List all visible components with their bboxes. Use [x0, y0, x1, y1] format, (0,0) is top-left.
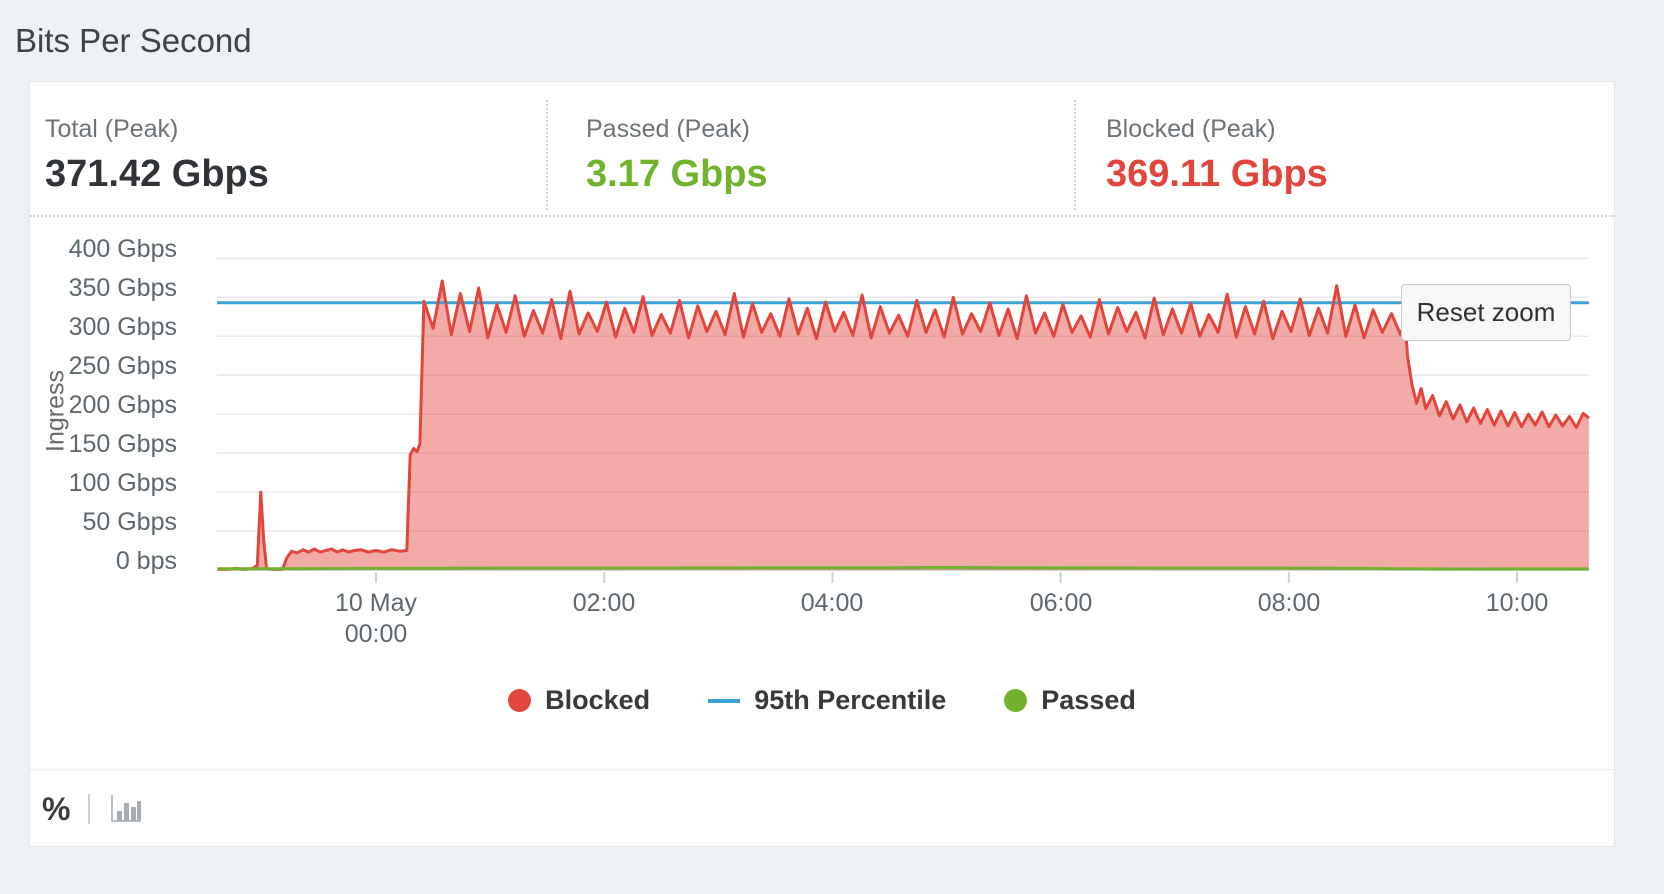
footer-divider — [88, 793, 91, 824]
blocked-area — [217, 281, 1589, 570]
legend-passed-label: Passed — [1041, 685, 1136, 715]
y-axis-title: Ingress — [41, 370, 70, 452]
stat-passed-peak: Passed (Peak) 3.17 Gbps — [546, 100, 1074, 210]
x-axis-sublabel: 00:00 — [344, 620, 408, 648]
x-axis-label: 10 May 00:00 — [335, 589, 417, 648]
stat-total-peak: Total (Peak) 371.42 Gbps — [30, 100, 546, 210]
x-axis-label: 06:00 — [1029, 589, 1093, 617]
x-axis-label: 08:00 — [1257, 589, 1321, 617]
x-axis-label: 10:00 — [1485, 589, 1549, 617]
stat-passed-value: 3.17 Gbps — [586, 153, 768, 195]
y-axis-label: 400 Gbps — [68, 235, 177, 263]
reset-zoom-button[interactable]: Reset zoom — [1401, 284, 1571, 341]
legend-item-blocked[interactable]: Blocked — [508, 685, 650, 716]
y-axis-label: 250 Gbps — [68, 352, 177, 380]
card-footer: % — [30, 769, 1614, 847]
stat-blocked-label: Blocked (Peak) — [1106, 115, 1276, 143]
x-axis-label: 02:00 — [572, 589, 636, 617]
bits-per-second-card: Total (Peak) 371.42 Gbps Passed (Peak) 3… — [29, 81, 1615, 847]
chart-legend: Blocked 95th Percentile Passed — [30, 685, 1614, 716]
y-axis-label: 100 Gbps — [68, 469, 177, 497]
legend-item-95th-percentile[interactable]: 95th Percentile — [708, 685, 946, 716]
bar-chart-toggle-button[interactable] — [108, 793, 144, 825]
stat-blocked-value: 369.11 Gbps — [1106, 153, 1328, 195]
blocked-dot-icon — [508, 689, 532, 712]
y-axis-label: 350 Gbps — [68, 274, 177, 302]
percent-toggle-button[interactable]: % — [42, 790, 71, 827]
stat-passed-label: Passed (Peak) — [586, 115, 750, 143]
y-axis-label: 300 Gbps — [68, 313, 177, 341]
peak-stats-row: Total (Peak) 371.42 Gbps Passed (Peak) 3… — [30, 82, 1614, 217]
stat-total-label: Total (Peak) — [45, 115, 179, 143]
y-axis-label: 200 Gbps — [68, 391, 177, 419]
percentile-line-icon — [708, 698, 741, 703]
y-axis-label: 50 Gbps — [82, 508, 177, 536]
traffic-chart-plot[interactable] — [30, 217, 1614, 770]
bar-chart-icon — [111, 794, 142, 822]
passed-line — [217, 565, 1589, 571]
traffic-chart: 400 Gbps 350 Gbps 300 Gbps 250 Gbps 200 Gbps… — [30, 217, 1614, 770]
stat-total-value: 371.42 Gbps — [45, 153, 269, 195]
page-title: Bits Per Second — [15, 22, 252, 59]
legend-item-passed[interactable]: Passed — [1004, 685, 1136, 716]
legend-blocked-label: Blocked — [545, 685, 651, 715]
passed-dot-icon — [1004, 689, 1028, 712]
stat-blocked-peak: Blocked (Peak) 369.11 Gbps — [1074, 100, 1614, 210]
legend-percentile-label: 95th Percentile — [754, 685, 947, 715]
x-axis-label: 04:00 — [800, 589, 864, 617]
y-axis-label: 0 bps — [115, 547, 177, 575]
y-axis-label: 150 Gbps — [68, 430, 177, 458]
